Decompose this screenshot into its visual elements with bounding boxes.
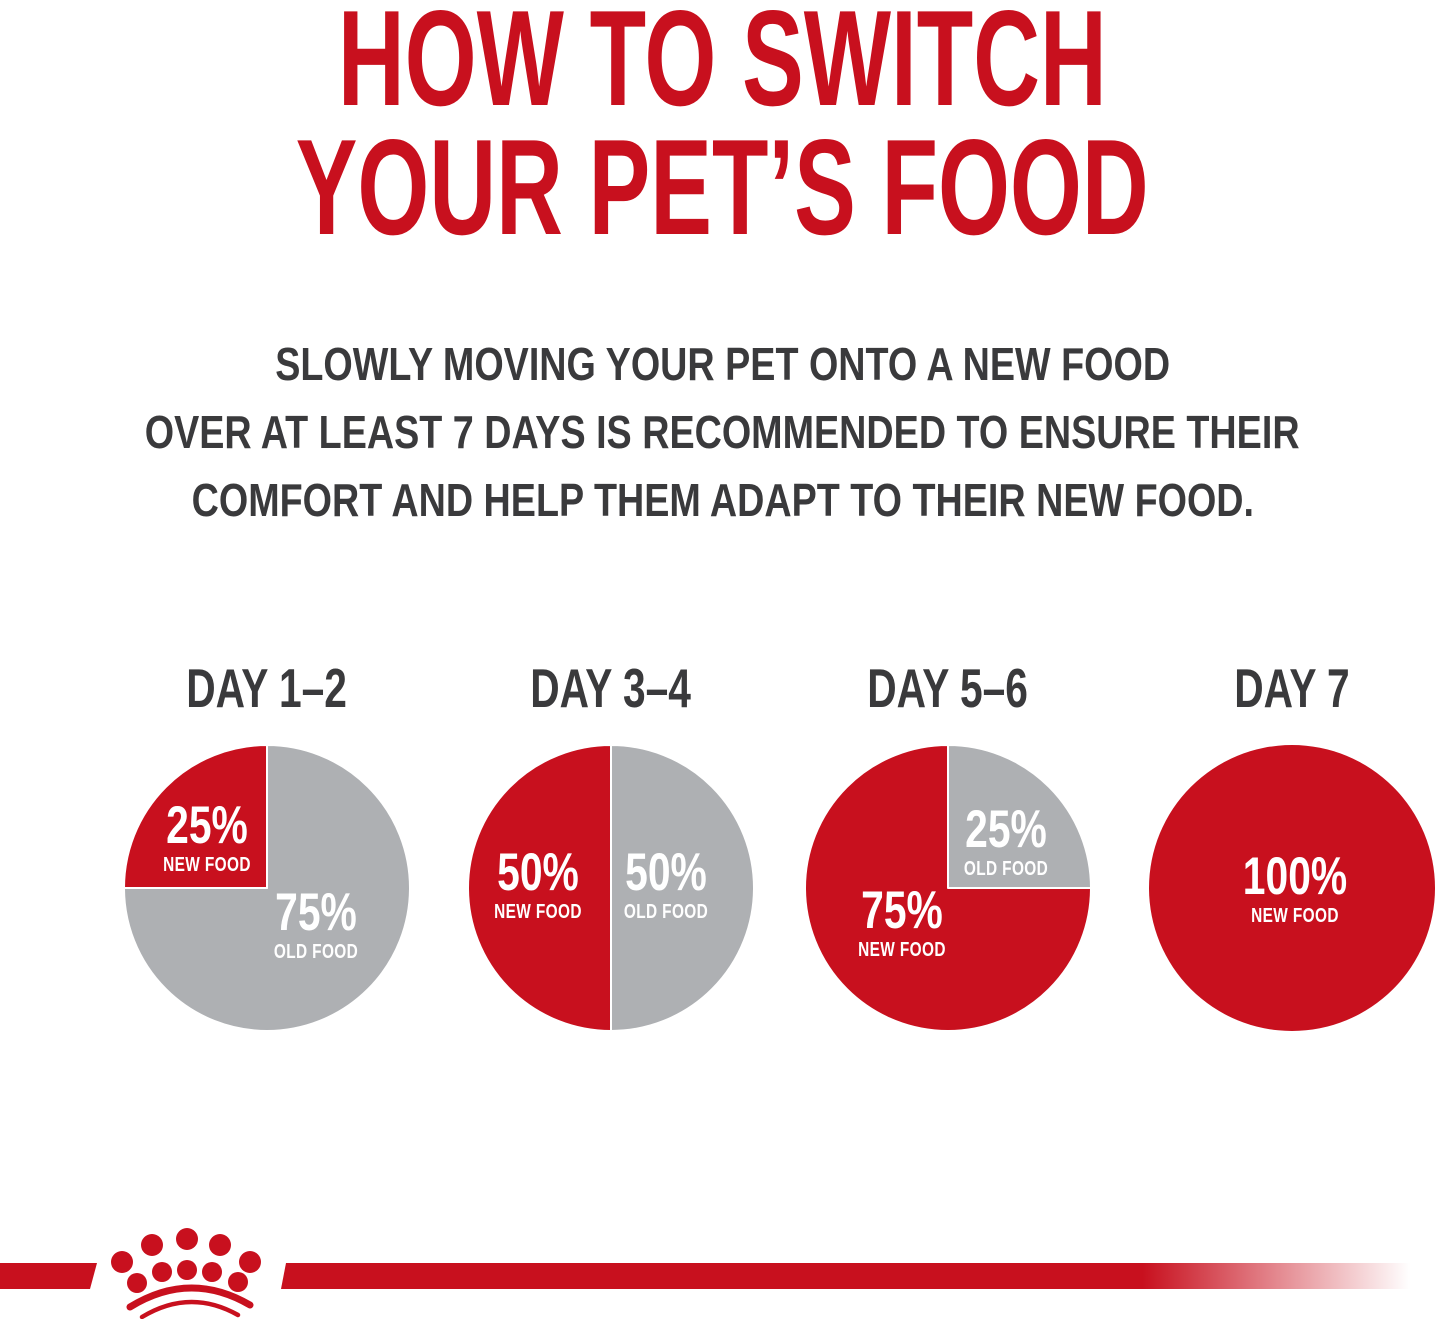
slice-label-new-food: 75% NEW FOOD	[858, 880, 946, 962]
pie-slice-new-food	[804, 744, 1092, 1032]
slice-percent: 50%	[496, 843, 579, 903]
slice-percent: 25%	[165, 795, 248, 855]
day-label: DAY 1–2	[186, 657, 348, 719]
pie-slice-new-food	[123, 744, 268, 889]
day-label: DAY 3–4	[530, 657, 692, 719]
pie-svg	[467, 744, 755, 1032]
pie-slice-new-food	[467, 744, 612, 1032]
pie-slice-old-food	[947, 744, 1092, 889]
subtitle: SLOWLY MOVING YOUR PET ONTO A NEW FOOD O…	[0, 330, 1445, 534]
subtitle-line-2: OVER AT LEAST 7 DAYS IS RECOMMENDED TO E…	[145, 406, 1300, 458]
royal-canin-crown-icon	[111, 1228, 261, 1319]
pie-chart: 25% OLD FOOD 75% NEW FOOD	[804, 744, 1092, 1032]
slice-percent: 25%	[964, 799, 1047, 859]
slice-percent: 100%	[1242, 847, 1348, 907]
subtitle-line-1: SLOWLY MOVING YOUR PET ONTO A NEW FOOD	[275, 338, 1170, 390]
slice-label-old-food: 50% OLD FOOD	[624, 846, 708, 924]
title-line-2: YOUR PET’S FOOD	[296, 111, 1149, 263]
chart-column: DAY 1–2 75% OLD FOOD 25% NEW FOOD	[122, 655, 412, 1032]
chart-column: DAY 3–4 50% OLD FOOD 50% NEW FOOD	[466, 655, 756, 1032]
slice-label-old-food: 75% OLD FOOD	[274, 886, 358, 964]
slice-name: NEW FOOD	[162, 853, 251, 876]
pie-chart: 50% OLD FOOD 50% NEW FOOD	[467, 744, 755, 1032]
pie-slice-old-food	[123, 744, 411, 1032]
page-title: HOW TO SWITCH YOUR PET’S FOOD	[0, 0, 1445, 263]
chart-column: DAY 5–6 25% OLD FOOD 75% NEW FOOD	[803, 655, 1093, 1032]
slice-name: OLD FOOD	[623, 901, 708, 924]
pie-slice-new-food	[1149, 745, 1435, 1031]
slice-name: NEW FOOD	[1250, 905, 1339, 928]
day-label: DAY 5–6	[867, 657, 1029, 719]
slice-percent: 50%	[624, 843, 707, 903]
slice-percent: 75%	[861, 880, 943, 940]
slice-name: OLD FOOD	[963, 857, 1048, 880]
pie-slice-old-food	[610, 744, 755, 1032]
subtitle-line-3: COMFORT AND HELP THEM ADAPT TO THEIR NEW…	[191, 474, 1254, 526]
pie-svg	[804, 744, 1092, 1032]
pie-svg	[1149, 745, 1435, 1031]
footer-red-bar-right	[281, 1263, 1445, 1289]
slice-label-old-food: 25% OLD FOOD	[963, 799, 1048, 881]
slice-name: NEW FOOD	[493, 901, 582, 924]
slice-name: NEW FOOD	[858, 938, 946, 961]
footer-red-bar-left	[0, 1263, 97, 1289]
pie-chart: 100% NEW FOOD	[1148, 744, 1436, 1032]
slice-label-new-food: 100% NEW FOOD	[1243, 850, 1347, 928]
pie-chart: 75% OLD FOOD 25% NEW FOOD	[123, 744, 411, 1032]
chart-column: DAY 7 100% NEW FOOD	[1147, 655, 1437, 1032]
slice-percent: 75%	[275, 883, 357, 943]
slice-name: OLD FOOD	[273, 941, 359, 964]
slice-label-new-food: 25% NEW FOOD	[162, 795, 251, 877]
day-label: DAY 7	[1234, 657, 1350, 719]
title-line-1: HOW TO SWITCH	[338, 0, 1107, 134]
slice-label-new-food: 50% NEW FOOD	[494, 846, 582, 924]
pie-svg	[123, 744, 411, 1032]
